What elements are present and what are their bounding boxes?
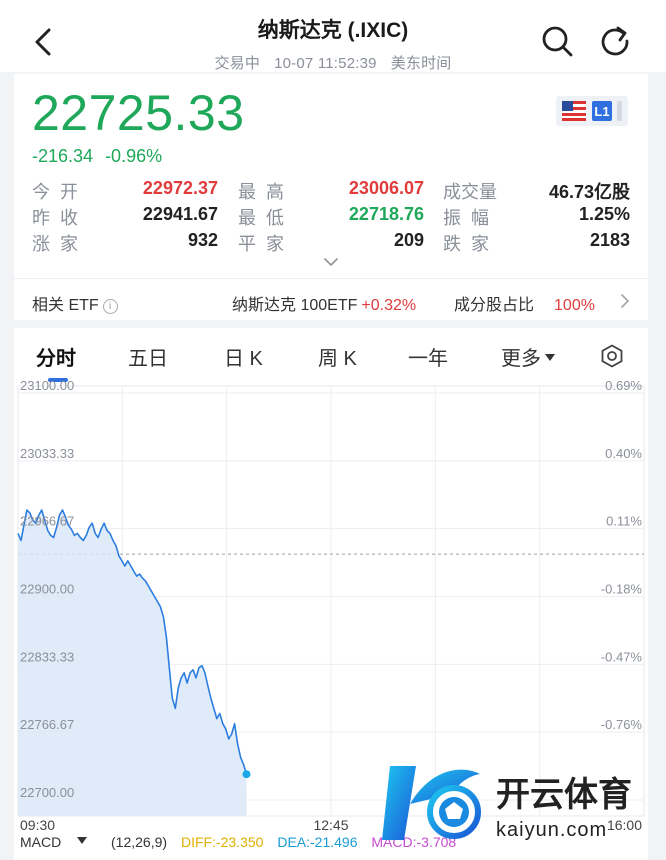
watermark-en: kaiyun.com [496,819,607,841]
component-label: 成分股占比 [454,297,535,314]
component-value: 100% [554,297,595,314]
stat-label: 跌家 [443,234,499,254]
stats-row: 今开 22972.37 最高 23006.07 成交量 46.73亿股 [32,178,632,204]
us-flag-icon [562,101,586,121]
etf-link[interactable]: 纳斯达克 100ETF +0.32% [232,291,416,315]
y-tick-label: 23033.33 [20,446,74,461]
trade-status: 交易中 10-07 11:52:39 美东时间 [0,52,666,73]
y-tick-label: 22966.67 [20,514,74,529]
stat-label: 成交量 [443,182,497,202]
macd-selector[interactable]: MACD [20,834,97,850]
stat-label: 最高 [238,182,294,202]
price-line [17,509,248,775]
top-bar: 纳斯达克 (.IXIC) 交易中 10-07 11:52:39 美东时间 [0,0,666,72]
pct-tick-label: -0.76% [601,717,643,732]
refresh-icon[interactable] [598,24,632,58]
tab-more-label: 更多 [501,348,541,370]
y-tick-label: 22766.67 [20,717,74,732]
pct-tick-label: 0.11% [606,514,642,529]
tab-weekly-k[interactable]: 周 K [318,348,357,370]
caret-down-icon [77,837,88,844]
x-tick-label: 16:00 [607,817,642,833]
stat-value: 932 [187,230,218,250]
x-tick-label: 09:30 [20,817,55,833]
watermark-cn: 开云体育 [496,776,632,814]
timezone-label: 美东时间 [390,55,452,72]
tab-five-day[interactable]: 五日 [128,348,168,370]
info-icon[interactable]: i [102,299,118,314]
stat-value: 22972.37 [142,178,218,198]
caret-down-icon [545,354,555,361]
stat-label: 今开 [32,182,88,202]
stat-value: 22718.76 [348,204,424,224]
y-tick-label: 23100.00 [20,378,74,393]
back-arrow-icon[interactable] [28,24,58,60]
watermark-logo: 开云体育 kaiyun.com [382,766,632,841]
intraday-chart[interactable]: 23100.00 23033.33 22966.67 22900.00 22833.33… [14,328,648,860]
stat-label: 涨家 [32,234,88,254]
chevron-right-icon[interactable] [620,293,630,309]
stat-value: 1.25% [578,204,630,224]
price-area-fill [18,510,247,816]
stats-row: 昨收 22941.67 最低 22718.76 振幅 1.25% [32,204,632,230]
title-block: 纳斯达克 (.IXIC) 交易中 10-07 11:52:39 美东时间 [0,14,666,73]
level-badge: L1 [594,104,609,119]
etf-row: 相关 ETF i 纳斯达克 100ETF +0.32% 成分股占比 100% [14,278,648,320]
stats-row: 涨家 932 平家 209 跌家 2183 [32,230,632,256]
pct-tick-label: 0.69% [605,378,642,393]
related-etf[interactable]: 相关 ETF i [32,291,118,315]
macd-diff: DIFF:-23.350 [180,834,264,850]
market-badge: L1 [556,96,628,126]
stat-label: 昨收 [32,208,88,228]
page-title: 纳斯达克 (.IXIC) [257,19,409,42]
chevron-down-icon[interactable] [323,256,339,268]
y-tick-label: 22833.33 [20,649,74,664]
stat-value: 46.73亿股 [548,182,630,202]
search-icon[interactable] [540,24,574,58]
tab-one-year[interactable]: 一年 [408,348,448,370]
stat-label: 平家 [238,234,294,254]
quote-time: 10-07 11:52:39 [274,55,377,72]
stat-value: 22941.67 [142,204,218,224]
period-tabs: 分时 五日 日 K 周 K 一年 更多 [14,328,648,384]
tab-daily-k[interactable]: 日 K [224,348,263,370]
y-tick-label: 22700.00 [20,785,74,800]
stat-label: 最低 [238,208,294,228]
price-change: -216.34 -0.96% [32,146,174,167]
change-percent: -0.96% [105,146,163,166]
last-price: 22725.33 [32,85,245,141]
axis-labels: 23100.00 23033.33 22966.67 22900.00 22833.33… [20,378,642,833]
x-tick-label: 12:45 [313,817,348,833]
macd-params: (12,26,9) [111,834,168,850]
component-share[interactable]: 成分股占比 100% [454,291,595,315]
stat-value: 209 [393,230,424,250]
change-value: -216.34 [32,146,94,166]
last-price-dot [242,770,251,779]
macd-label: MACD [20,834,62,850]
price-area [17,509,251,816]
related-etf-label: 相关 ETF [32,297,99,314]
chart-panel: 分时 五日 日 K 周 K 一年 更多 23100.00 23033.33 2296… [14,328,648,860]
pct-tick-label: -0.47% [601,649,643,664]
market-status: 交易中 [214,55,261,72]
pct-tick-label: -0.18% [601,582,643,597]
active-tab-indicator [48,378,68,382]
y-tick-label: 22900.00 [20,582,74,597]
macd-dea: DEA:-21.496 [277,834,358,850]
settings-icon[interactable] [600,344,624,368]
stat-label: 振幅 [443,208,499,228]
tab-more[interactable]: 更多 [501,342,555,371]
stats-grid: 今开 22972.37 最高 23006.07 成交量 46.73亿股 昨收 2… [32,178,632,256]
etf-change: +0.32% [361,297,417,314]
quote-panel: 22725.33 -216.34 -0.96% L1 今开 22972.37 最高… [14,74,648,320]
stat-value: 23006.07 [348,178,424,198]
tab-intraday[interactable]: 分时 [36,348,76,370]
stat-value: 2183 [589,230,630,250]
etf-name: 纳斯达克 100ETF [232,297,358,314]
pct-tick-label: 0.40% [605,446,642,461]
